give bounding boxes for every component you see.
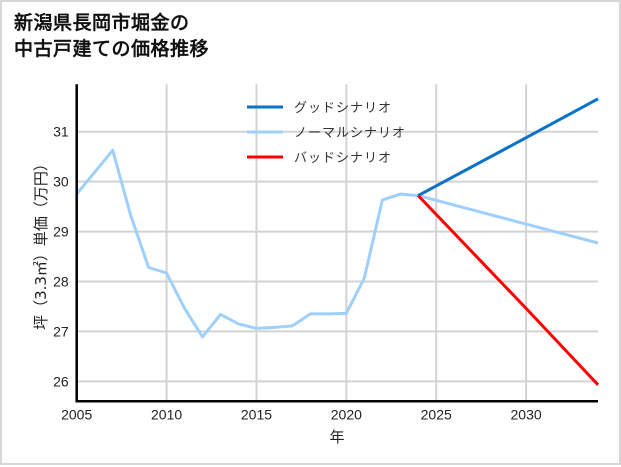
gridlines [75,84,598,402]
legend-label: グッドシナリオ [294,101,392,116]
tick-labels: 2005 2010 2015 2020 2025 2030 26 27 28 29 30 31 [53,124,542,423]
legend-label: バッドシナリオ [294,151,392,166]
y-tick-label: 28 [53,273,69,289]
chart-title-line-1: 新潟県長岡市堀金の [14,12,190,34]
x-tick-label: 2020 [331,406,362,422]
series-line [417,194,600,386]
axes [75,84,598,403]
series-line [75,148,599,339]
y-tick-label: 29 [53,224,69,240]
x-tick-label: 2010 [151,406,182,422]
y-tick-label: 26 [53,373,69,389]
chart-title-line-2: 中古戸建ての価格推移 [14,38,210,60]
chart-title: 新潟県長岡市堀金の 中古戸建ての価格推移 [14,10,209,62]
x-tick-label: 2030 [511,406,542,422]
y-axis-label: 坪（3.3㎡）単価（万円） [32,156,50,330]
legend-label: ノーマルシナリオ [294,126,406,141]
x-tick-label: 2005 [61,406,92,422]
x-tick-label: 2015 [241,406,272,422]
x-axis-label: 年 [329,428,344,446]
y-tick-label: 30 [53,174,69,190]
data-series [75,97,600,386]
y-tick-label: 27 [53,323,69,339]
x-tick-label: 2025 [421,406,452,422]
series-line [417,97,599,197]
y-tick-label: 31 [53,124,69,140]
